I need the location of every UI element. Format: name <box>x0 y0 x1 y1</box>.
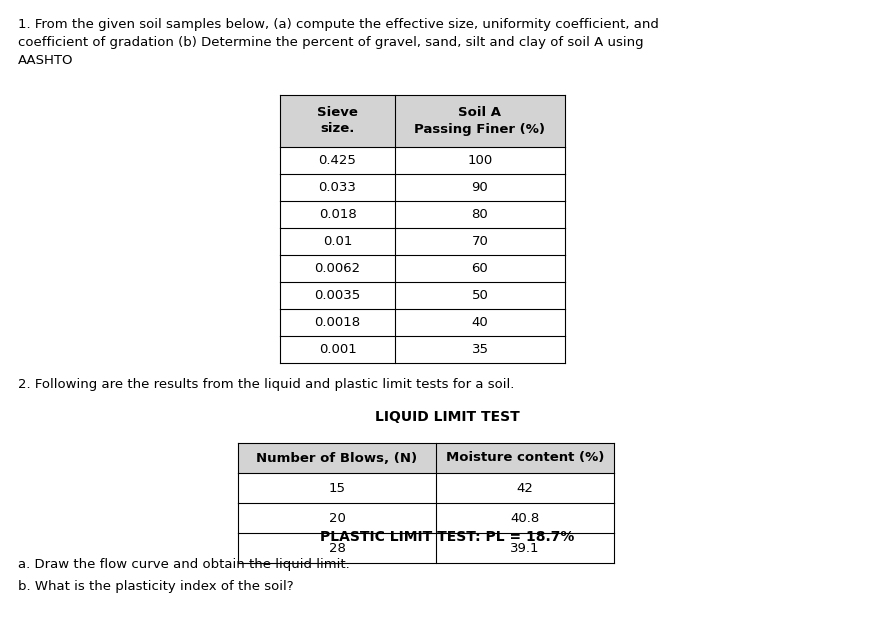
Text: a. Draw the flow curve and obtain the liquid limit.: a. Draw the flow curve and obtain the li… <box>18 558 350 571</box>
Text: 15: 15 <box>328 482 345 495</box>
Text: b. What is the plasticity index of the soil?: b. What is the plasticity index of the s… <box>18 580 293 593</box>
Text: 70: 70 <box>471 235 488 248</box>
Text: 50: 50 <box>471 289 488 302</box>
Bar <box>238 443 614 473</box>
Text: 0.01: 0.01 <box>323 235 352 248</box>
Text: 100: 100 <box>468 154 493 167</box>
Text: coefficient of gradation (b) Determine the percent of gravel, sand, silt and cla: coefficient of gradation (b) Determine t… <box>18 36 644 49</box>
Text: 28: 28 <box>329 541 345 555</box>
Text: 0.001: 0.001 <box>318 343 357 356</box>
Text: Soil A
Passing Finer (%): Soil A Passing Finer (%) <box>415 107 545 135</box>
Text: Sieve
size.: Sieve size. <box>317 107 358 135</box>
Text: 90: 90 <box>472 181 488 194</box>
Text: 0.0035: 0.0035 <box>315 289 360 302</box>
Text: 2. Following are the results from the liquid and plastic limit tests for a soil.: 2. Following are the results from the li… <box>18 378 514 391</box>
Text: PLASTIC LIMIT TEST: PL = 18.7%: PLASTIC LIMIT TEST: PL = 18.7% <box>320 530 574 544</box>
Text: 39.1: 39.1 <box>510 541 540 555</box>
Text: LIQUID LIMIT TEST: LIQUID LIMIT TEST <box>375 410 519 424</box>
Text: 40.8: 40.8 <box>510 511 540 525</box>
Bar <box>280 95 565 147</box>
Text: AASHTO: AASHTO <box>18 54 73 67</box>
Text: 42: 42 <box>517 482 534 495</box>
Text: Moisture content (%): Moisture content (%) <box>446 452 604 465</box>
Text: 0.018: 0.018 <box>318 208 357 221</box>
Text: 0.0018: 0.0018 <box>315 316 360 329</box>
Text: 80: 80 <box>472 208 488 221</box>
Text: 35: 35 <box>471 343 488 356</box>
Text: Number of Blows, (N): Number of Blows, (N) <box>257 452 417 465</box>
Text: 40: 40 <box>472 316 488 329</box>
Text: 1. From the given soil samples below, (a) compute the effective size, uniformity: 1. From the given soil samples below, (a… <box>18 18 659 31</box>
Text: 20: 20 <box>329 511 345 525</box>
Text: 0.033: 0.033 <box>318 181 357 194</box>
Text: 60: 60 <box>472 262 488 275</box>
Text: 0.425: 0.425 <box>318 154 357 167</box>
Text: 0.0062: 0.0062 <box>315 262 360 275</box>
